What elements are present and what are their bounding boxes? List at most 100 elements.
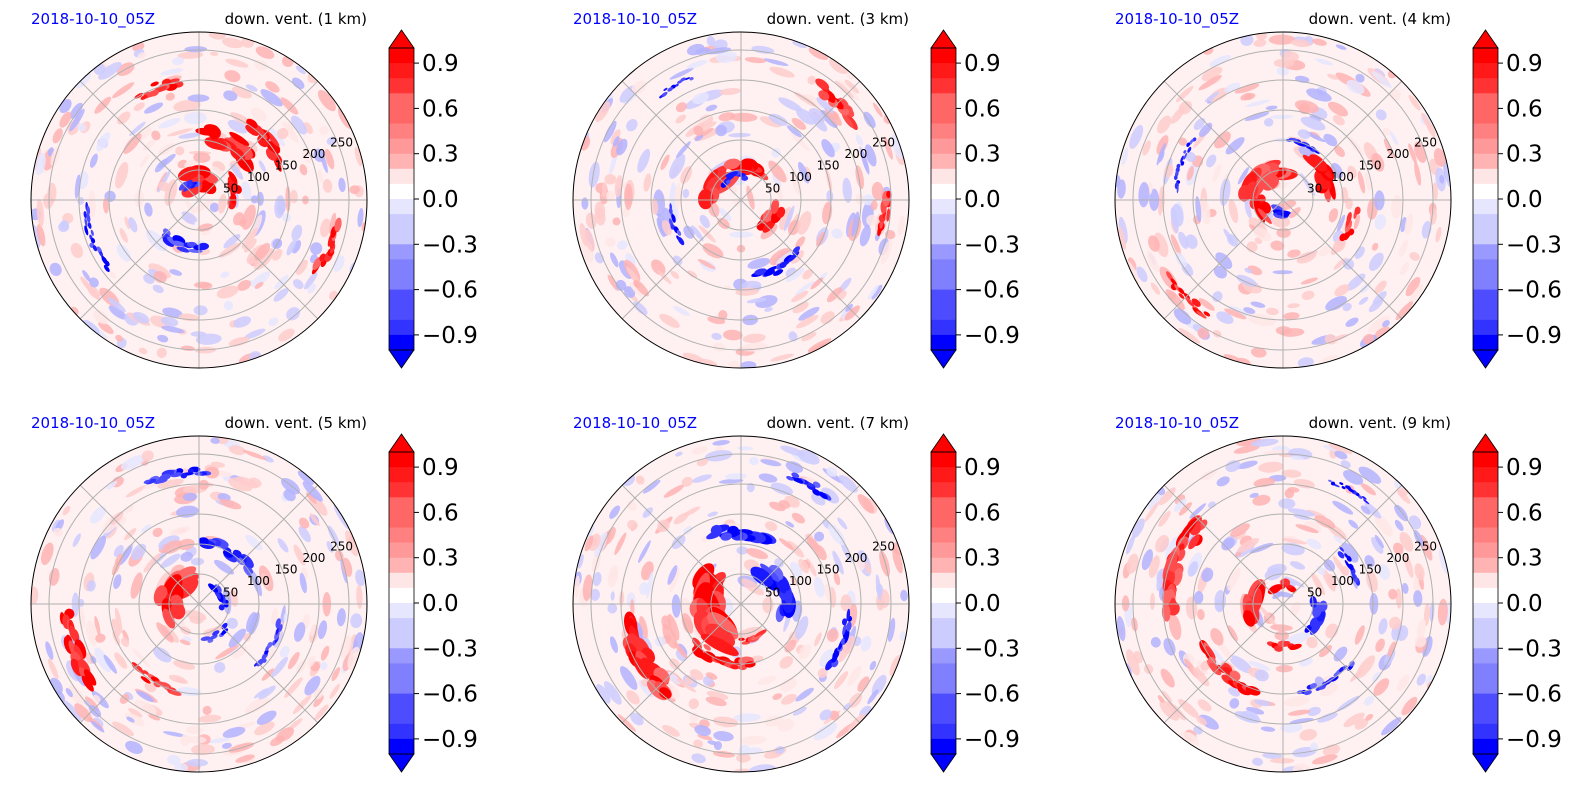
negative-speckle: [578, 554, 584, 569]
positive-speckle: [870, 200, 878, 211]
positive-speckle: [595, 101, 611, 122]
positive-speckle: [329, 683, 341, 699]
colorbar-level: [931, 93, 956, 109]
positive-speckle: [314, 704, 329, 721]
angular-grid-line: [79, 484, 200, 605]
negative-speckle: [642, 479, 661, 494]
positive-speckle: [631, 80, 647, 95]
positive-speckle: [1404, 213, 1414, 236]
negative-speckle: [158, 117, 181, 129]
negative-speckle: [871, 284, 883, 300]
negative-speckle: [245, 84, 258, 92]
colorbar-level: [389, 153, 414, 170]
negative-speckle: [250, 569, 263, 597]
negative-cell: [780, 575, 790, 591]
positive-speckle: [1227, 567, 1241, 591]
positive-speckle: [125, 485, 147, 498]
colorbar-level: [389, 63, 414, 79]
positive-speckle: [844, 79, 860, 94]
colorbar-level: [931, 259, 956, 275]
colorbar-level: [931, 319, 956, 336]
positive-speckle: [739, 735, 767, 745]
negative-cell: [1328, 479, 1332, 483]
positive-speckle: [271, 608, 278, 625]
negative-speckle: [1283, 632, 1310, 646]
positive-speckle: [817, 667, 828, 679]
positive-speckle: [148, 714, 161, 721]
colorbar-tick-label: 0.3: [422, 546, 459, 572]
negative-speckle: [1333, 535, 1343, 544]
negative-speckle: [217, 493, 231, 502]
positive-speckle: [746, 185, 755, 210]
negative-speckle: [286, 307, 301, 321]
negative-speckle: [609, 505, 621, 519]
negative-speckle: [707, 511, 718, 517]
angular-grid-line: [198, 603, 319, 724]
positive-speckle: [1281, 469, 1302, 478]
radial-tick-label: 250: [1414, 136, 1437, 150]
positive-speckle: [1403, 553, 1414, 578]
negative-speckle: [1355, 73, 1365, 83]
positive-cell: [140, 94, 148, 100]
positive-cell: [730, 664, 740, 670]
positive-speckle: [124, 712, 145, 727]
positive-speckle: [237, 279, 252, 291]
negative-speckle: [594, 532, 608, 557]
colorbar-tick-label: 0.0: [964, 187, 1001, 213]
positive-speckle: [1178, 327, 1201, 344]
positive-cell: [170, 602, 186, 620]
positive-speckle: [1399, 531, 1414, 552]
positive-speckle: [345, 530, 359, 557]
negative-speckle: [1315, 58, 1334, 66]
negative-speckle: [223, 90, 238, 102]
positive-speckle: [792, 173, 802, 195]
positive-speckle: [1318, 245, 1331, 257]
positive-speckle: [723, 329, 743, 341]
positive-speckle: [124, 216, 131, 230]
positive-speckle: [801, 331, 817, 342]
colorbar: 0.9 0.6 0.3 0.0 −0.3 −0.6 −0.9: [388, 29, 478, 369]
positive-speckle: [795, 236, 806, 249]
colorbar-level: [389, 319, 414, 336]
negative-speckle: [733, 713, 761, 723]
negative-speckle: [1394, 519, 1404, 531]
positive-speckle: [633, 279, 641, 288]
positive-speckle: [1180, 731, 1200, 746]
negative-speckle: [1360, 505, 1371, 515]
negative-speckle: [251, 271, 271, 288]
positive-speckle: [605, 237, 616, 247]
negative-speckle: [154, 158, 168, 173]
positive-speckle: [1175, 85, 1194, 103]
negative-speckle: [338, 177, 346, 193]
negative-speckle: [120, 454, 146, 470]
negative-speckle: [271, 656, 289, 678]
negative-speckle: [161, 325, 185, 334]
polar-frame: [1114, 31, 1452, 369]
positive-speckle: [584, 535, 594, 552]
positive-speckle: [757, 675, 777, 685]
colorbar-level: [1473, 542, 1498, 559]
negative-cell: [1341, 486, 1346, 490]
positive-cell: [776, 206, 786, 218]
positive-speckle: [1197, 609, 1205, 620]
angular-grid-line: [1163, 80, 1284, 201]
negative-speckle: [317, 620, 328, 640]
colorbar: 0.9 0.6 0.3 0.0 −0.3 −0.6 −0.9: [1472, 29, 1562, 369]
radial-tick-label: 200: [1386, 551, 1409, 565]
positive-speckle: [317, 89, 336, 112]
positive-speckle: [640, 678, 649, 687]
colorbar-tick-label: 0.9: [964, 51, 1001, 77]
positive-cell: [140, 676, 151, 684]
negative-speckle: [241, 181, 252, 201]
negative-speckle: [1250, 301, 1266, 308]
positive-speckle: [798, 644, 812, 660]
colorbar-level: [389, 244, 414, 260]
angular-grid-line: [621, 603, 742, 724]
negative-cell: [209, 634, 218, 640]
negative-speckle: [1280, 722, 1303, 733]
positive-speckle: [1270, 757, 1295, 764]
colorbar-level: [389, 289, 414, 306]
positive-speckle: [62, 505, 71, 516]
positive-speckle: [1283, 312, 1300, 321]
positive-speckle: [1200, 469, 1217, 481]
